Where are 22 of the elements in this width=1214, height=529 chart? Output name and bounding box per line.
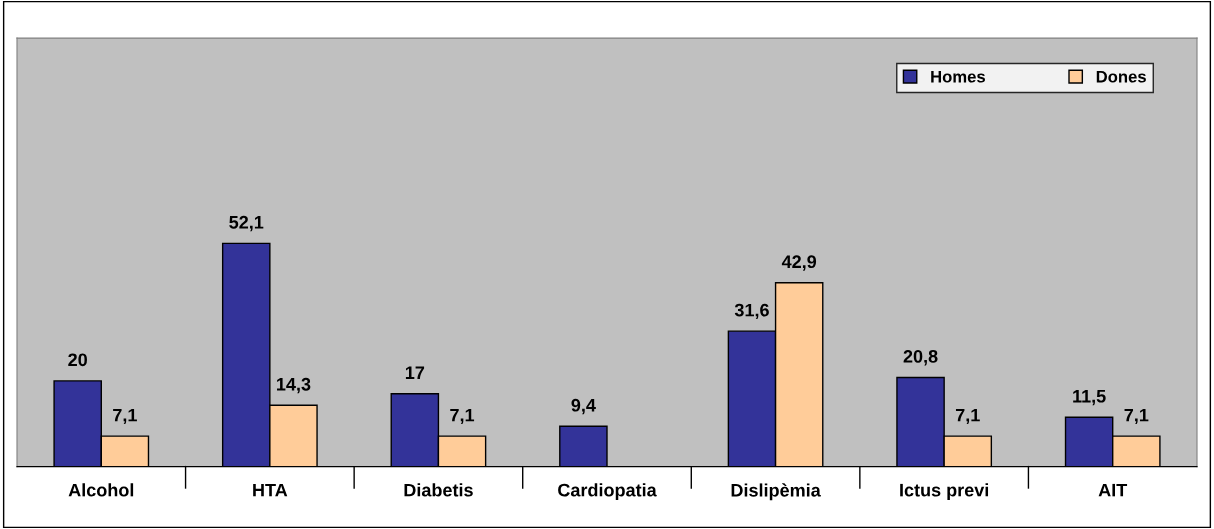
data-label: 31,6 (734, 303, 769, 320)
legend-label: Dones (1096, 70, 1146, 83)
x-tick-label: Dislipèmia (731, 483, 821, 501)
x-tick-label: Alcohol (68, 483, 134, 497)
data-label: 14,3 (277, 377, 311, 394)
data-label: 17 (405, 366, 425, 379)
x-tick-label: HTA (253, 483, 288, 497)
data-label: 52,1 (229, 215, 264, 232)
data-label: 20 (68, 353, 87, 367)
x-tick-label: Ictus previ (900, 483, 989, 501)
data-label: 7,1 (955, 408, 980, 425)
data-label: 20,8 (903, 349, 938, 366)
data-label: 42,9 (781, 255, 817, 271)
x-tick-label: Diabetis (404, 483, 473, 497)
data-label: 9,4 (571, 398, 596, 415)
x-tick-label: Cardiopatia (558, 483, 657, 501)
data-label: 11,5 (1073, 390, 1106, 406)
data-label: 7,1 (1124, 408, 1149, 425)
x-tick-label: AIT (1098, 483, 1128, 497)
data-label: 7,1 (113, 408, 137, 425)
data-label: 7,1 (450, 408, 475, 425)
legend-label: Homes (931, 70, 985, 83)
